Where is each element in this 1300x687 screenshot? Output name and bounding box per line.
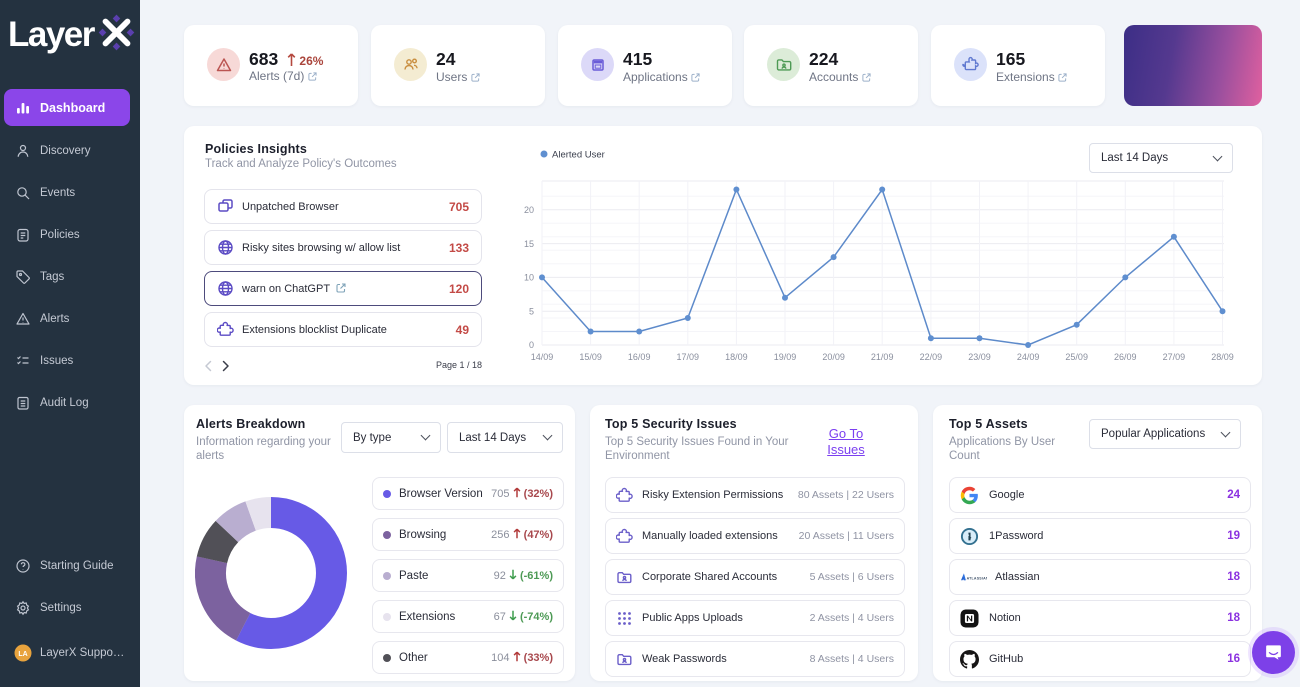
svg-text:15: 15 bbox=[524, 239, 534, 249]
svg-text:23/09: 23/09 bbox=[968, 352, 991, 362]
svg-text:22/09: 22/09 bbox=[920, 352, 943, 362]
svg-text:Alerted User: Alerted User bbox=[552, 150, 605, 161]
svg-text:18/09: 18/09 bbox=[725, 352, 748, 362]
svg-text:10: 10 bbox=[524, 273, 534, 283]
svg-text:26/09: 26/09 bbox=[1114, 352, 1137, 362]
svg-text:15/09: 15/09 bbox=[579, 352, 602, 362]
svg-text:0: 0 bbox=[529, 340, 534, 350]
svg-text:LA: LA bbox=[18, 651, 27, 658]
svg-text:5: 5 bbox=[529, 306, 534, 316]
svg-text:19/09: 19/09 bbox=[774, 352, 797, 362]
svg-text:17/09: 17/09 bbox=[677, 352, 700, 362]
svg-text:25/09: 25/09 bbox=[1065, 352, 1088, 362]
svg-text:14/09: 14/09 bbox=[531, 352, 554, 362]
svg-text:24/09: 24/09 bbox=[1017, 352, 1040, 362]
svg-text:16/09: 16/09 bbox=[628, 352, 651, 362]
svg-text:21/09: 21/09 bbox=[871, 352, 894, 362]
svg-text:20/09: 20/09 bbox=[822, 352, 845, 362]
svg-text:20: 20 bbox=[524, 205, 534, 215]
svg-text:ATLASSIAN: ATLASSIAN bbox=[967, 577, 987, 581]
svg-text:27/09: 27/09 bbox=[1163, 352, 1186, 362]
svg-text:Layer: Layer bbox=[8, 15, 96, 54]
svg-text:28/09: 28/09 bbox=[1211, 352, 1234, 362]
